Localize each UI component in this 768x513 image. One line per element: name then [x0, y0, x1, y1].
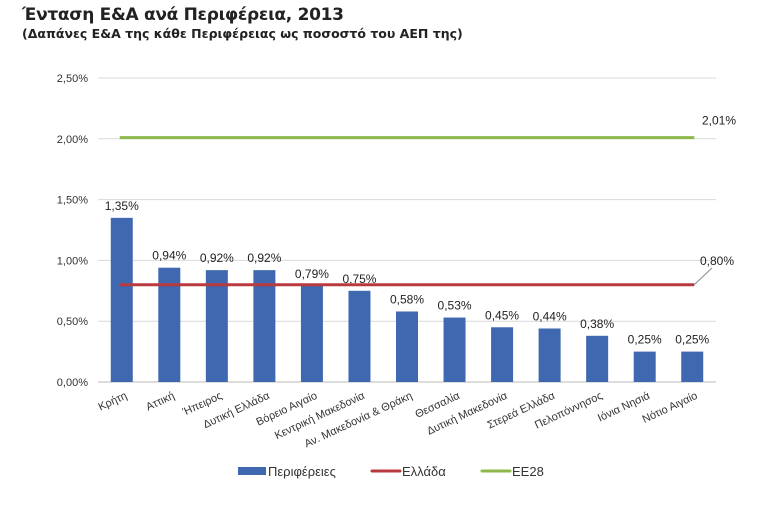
chart-title: Ένταση Ε&Α ανά Περιφέρεια, 2013: [22, 5, 344, 25]
bar: [300, 285, 323, 382]
data-label: 0,38%: [580, 317, 614, 331]
bar: [586, 335, 609, 382]
data-label: 1,35%: [105, 199, 139, 213]
bar: [538, 328, 561, 382]
bar: [205, 270, 228, 382]
reference-label: 2,01%: [702, 114, 736, 128]
x-tick-label: Κρήτη: [97, 390, 129, 414]
bar: [443, 317, 466, 382]
leader-line: [693, 267, 713, 286]
bar: [158, 267, 181, 382]
y-tick-label: 0,00%: [57, 377, 88, 389]
bar: [681, 351, 704, 382]
data-label: 0,25%: [675, 333, 709, 347]
y-tick-label: 2,00%: [57, 134, 88, 146]
reference-label: 0,80%: [700, 254, 734, 268]
bar: [633, 351, 656, 382]
data-label: 0,53%: [438, 299, 472, 313]
bar: [110, 217, 133, 382]
bar: [253, 270, 276, 382]
data-label: 0,45%: [485, 308, 519, 322]
y-tick-label: 0,50%: [57, 316, 88, 328]
chart-subtitle: (Δαπάνες Ε&Α της κάθε Περιφέρειας ως ποσ…: [22, 26, 463, 41]
legend-swatch-bar: [238, 467, 266, 475]
x-tick-label: Αττική: [144, 390, 176, 414]
data-label: 0,25%: [628, 333, 662, 347]
data-label: 0,58%: [390, 292, 424, 306]
bar: [396, 311, 418, 382]
y-tick-label: 1,50%: [57, 195, 88, 207]
y-tick-label: 2,50%: [57, 73, 88, 85]
data-label: 0,75%: [342, 272, 376, 286]
bar: [491, 327, 514, 382]
data-label: 0,92%: [247, 251, 281, 265]
legend-label: Ελλάδα: [402, 464, 446, 479]
data-label: 0,44%: [533, 309, 567, 323]
bar: [348, 290, 371, 382]
data-label: 0,92%: [200, 251, 234, 265]
data-label: 0,79%: [295, 267, 329, 281]
x-tick-label: Δυτική Μακεδονία: [425, 390, 510, 438]
legend-label: Περιφέρειες: [268, 464, 336, 479]
data-label: 0,94%: [152, 249, 186, 263]
legend-label: ΕΕ28: [512, 464, 544, 479]
y-tick-label: 1,00%: [57, 255, 88, 267]
